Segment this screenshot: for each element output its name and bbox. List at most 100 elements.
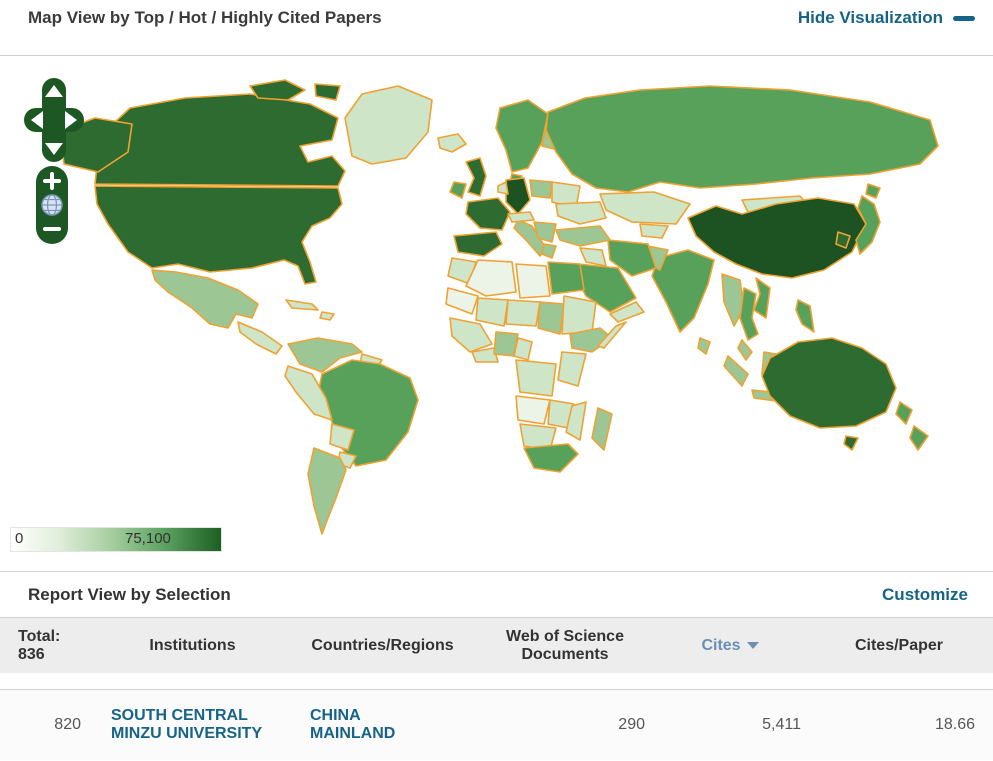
country-algeria[interactable] [465, 259, 517, 297]
hide-visualization-label: Hide Visualization [797, 8, 943, 27]
country-turkey[interactable] [555, 225, 611, 247]
country-egypt[interactable] [547, 261, 585, 295]
country-brazil[interactable] [317, 359, 419, 467]
country-ukraine[interactable] [555, 201, 607, 225]
country-sri-lanka[interactable] [697, 337, 711, 355]
country-norway-sweden[interactable] [495, 99, 549, 173]
country-australia[interactable] [761, 337, 897, 429]
country-angola[interactable] [515, 395, 551, 425]
country-india[interactable] [651, 249, 715, 333]
country-new-zealand-south[interactable] [909, 425, 929, 451]
country-canada-arctic-island-2[interactable] [314, 83, 341, 101]
table-header-gap [0, 673, 993, 690]
country-spain-portugal[interactable] [453, 231, 503, 257]
country-vietnam[interactable] [753, 277, 771, 319]
column-header-wos-documents[interactable]: Web of Science Documents [506, 627, 624, 663]
hide-visualization-link[interactable]: Hide Visualization [798, 6, 975, 28]
cites-header-label: Cites [701, 636, 741, 654]
country-drc[interactable] [515, 359, 557, 397]
country-link[interactable]: CHINA MAINLAND [310, 706, 396, 742]
country-russia[interactable] [545, 85, 939, 193]
country-tasmania[interactable] [843, 435, 859, 451]
country-united-kingdom[interactable] [465, 157, 487, 197]
country-japan[interactable] [855, 195, 881, 255]
country-canada[interactable] [94, 93, 346, 187]
country-new-zealand-north[interactable] [895, 401, 913, 425]
table-header-row: Total: 836 Institutions Countries/Region… [0, 617, 993, 673]
country-argentina-chile[interactable] [307, 447, 347, 535]
country-niger[interactable] [505, 299, 541, 327]
country-sudan[interactable] [561, 295, 597, 335]
country-mali[interactable] [475, 297, 509, 327]
country-italy[interactable] [513, 219, 547, 257]
pan-right-icon[interactable] [65, 111, 77, 129]
country-iran[interactable] [607, 239, 657, 277]
country-poland[interactable] [529, 179, 553, 199]
total-label: Total: [18, 627, 61, 645]
country-somalia[interactable] [597, 321, 627, 349]
column-header-countries-regions[interactable]: Countries/Regions [311, 636, 454, 654]
country-switzerland-austria[interactable] [507, 211, 535, 223]
map-zoom-control[interactable] [36, 166, 68, 244]
report-view-title: Report View by Selection [28, 584, 231, 604]
country-libya[interactable] [515, 263, 551, 299]
institution-link[interactable]: SOUTH CENTRAL MINZU UNIVERSITY [111, 707, 263, 742]
region-alaska[interactable] [59, 117, 133, 173]
pan-down-icon[interactable] [45, 143, 63, 155]
country-kazakhstan[interactable] [599, 191, 691, 225]
country-germany[interactable] [505, 177, 531, 215]
column-header-cites-per-paper[interactable]: Cites/Paper [854, 636, 944, 654]
table-row: 820 SOUTH CENTRAL MINZU UNIVERSITY CHINA… [0, 690, 993, 760]
country-cuba[interactable] [285, 299, 319, 311]
map-color-legend: 0 75,100 [10, 527, 222, 552]
country-bolivia[interactable] [329, 423, 355, 451]
column-header-institutions[interactable]: Institutions [149, 636, 236, 654]
total-header: Total: 836 [0, 628, 95, 664]
sort-desc-icon[interactable] [746, 642, 759, 649]
country-indonesia-sumatra[interactable] [723, 355, 749, 387]
pan-up-icon[interactable] [45, 85, 63, 97]
country-ireland[interactable] [449, 181, 467, 199]
country-france[interactable] [465, 197, 511, 231]
pan-left-icon[interactable] [31, 111, 43, 129]
country-usa[interactable] [94, 185, 343, 285]
country-greece[interactable] [541, 243, 557, 259]
country-cameroon[interactable] [513, 337, 533, 361]
country-yemen-oman[interactable] [609, 301, 645, 323]
choropleth-world-map [59, 79, 939, 535]
country-colombia-venezuela[interactable] [287, 337, 363, 373]
customize-link[interactable]: Customize [882, 584, 968, 604]
country-mauritania[interactable] [445, 287, 479, 315]
region-central-america[interactable] [237, 321, 283, 355]
country-myanmar[interactable] [721, 273, 745, 327]
row-rank: 820 [54, 716, 81, 733]
region-central-asia[interactable] [639, 223, 669, 239]
country-greenland[interactable] [344, 85, 433, 165]
map-pan-control[interactable] [24, 78, 84, 162]
country-ghana[interactable] [471, 347, 499, 363]
country-canada-arctic-island[interactable] [249, 79, 306, 101]
country-madagascar[interactable] [591, 407, 613, 451]
country-kenya-tanzania[interactable] [557, 351, 587, 387]
globe-reset-icon[interactable] [41, 194, 63, 216]
country-malaysia[interactable] [737, 339, 753, 361]
country-iceland[interactable] [437, 133, 467, 153]
country-south-korea[interactable] [835, 231, 851, 249]
country-mozambique[interactable] [565, 401, 587, 441]
country-chad[interactable] [537, 301, 565, 335]
country-mexico[interactable] [151, 269, 259, 329]
country-south-africa[interactable] [523, 443, 579, 473]
collapse-minus-icon[interactable] [953, 15, 975, 21]
zoom-in-icon[interactable] [43, 172, 61, 190]
country-china[interactable] [687, 197, 867, 279]
region-balkans[interactable] [533, 221, 557, 243]
country-philippines[interactable] [795, 299, 815, 333]
country-iraq[interactable] [579, 247, 607, 267]
country-peru[interactable] [284, 365, 333, 421]
region-caribbean[interactable] [319, 311, 335, 321]
country-benelux[interactable] [497, 181, 509, 195]
column-header-cites[interactable]: Cites [655, 637, 805, 655]
region-west-africa[interactable] [449, 317, 493, 353]
country-thailand[interactable] [739, 287, 759, 341]
country-japan-hokkaido[interactable] [865, 183, 881, 199]
